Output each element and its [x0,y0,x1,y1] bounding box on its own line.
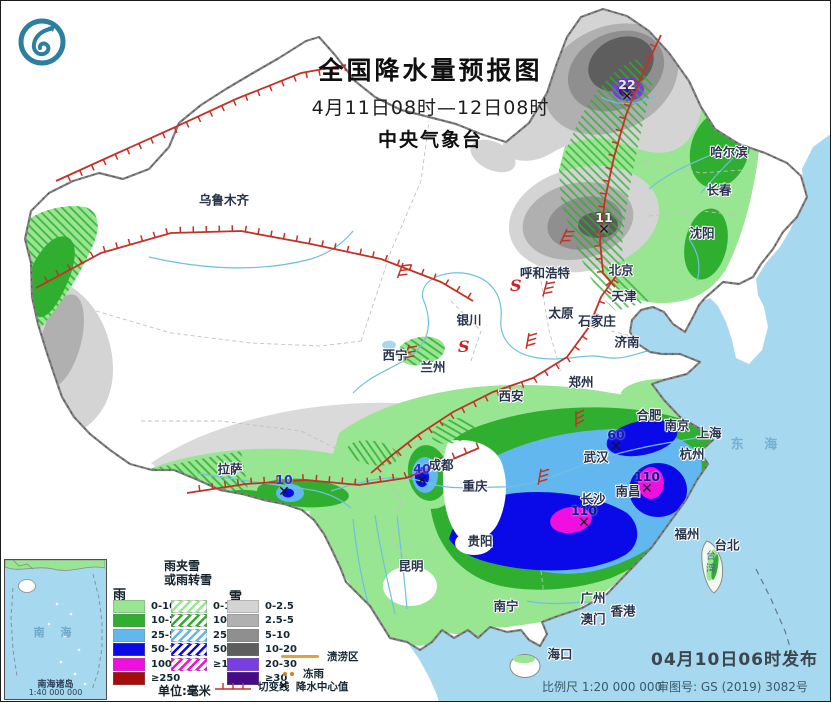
city-label: 贵阳 [467,533,493,549]
inset-sea-label: 南 海 [33,626,78,639]
city-label: 郑州 [568,374,594,390]
city-label: 乌鲁木齐 [198,192,250,208]
city-label: 海口 [547,646,573,662]
city-label: 北京 [608,262,634,278]
rivers [148,94,734,615]
svg-text:S: S [458,337,470,356]
precip-center-value: 11 [595,210,613,225]
city-label: 兰州 [420,359,446,375]
inset-map-graphic [4,559,106,691]
city-label: 济南 [614,334,640,350]
city-label: 西安 [498,388,524,404]
precip-center-value: 10 [275,472,293,487]
precip-center-x-icon: ✕ [578,515,590,531]
precip-center-x-icon: ✕ [641,481,653,497]
inset-scale-label: 1:40 000 000 [28,688,83,697]
city-label: 澳门 [580,611,606,627]
city-label: 石家庄 [578,313,616,329]
precip-center-x-icon: ✕ [416,473,428,489]
city-label: 南昌 [615,483,641,499]
city-label: 重庆 [462,478,488,494]
city-label: 台北 [714,537,740,553]
city-label: 银川 [456,312,482,328]
province-borders [95,120,757,612]
precip-center-x-icon: ✕ [610,439,622,455]
city-label: 成都 [428,457,454,473]
precip-center-x-icon: ✕ [598,222,610,238]
approval-number: 审图号: GS (2019) 3082号 [657,680,808,694]
city-label: 杭州 [679,446,705,462]
islands [509,540,724,678]
precip-center-value: 110 [633,469,661,484]
city-label: 香港 [610,603,636,619]
precip-center-value: 110 [570,503,598,518]
city-label: 南宁 [493,598,519,614]
shear-lines [35,34,662,494]
city-label: 沈阳 [689,225,715,241]
city-label: 上海 [696,425,722,441]
precip-center-value: 60 [607,427,625,442]
city-label: 西宁 [382,347,408,363]
issue-time: 04月10日06时发布 [651,650,818,670]
svg-text:S: S [510,276,522,295]
city-label: 南京 [664,417,690,433]
south-china-sea-inset: 南 海 南海诸岛 1:40 000 000 [4,559,107,700]
city-label: 福州 [674,526,700,542]
inset-islands-label: 南海诸岛 [37,680,74,690]
city-label: 武汉 [583,449,609,465]
wind-barb-symbols [396,228,585,485]
precipitation-layer [25,9,760,646]
city-label: 太原 [548,305,574,321]
vortex-symbols: S S [458,276,522,356]
precip-center-value: 22 [618,77,636,92]
city-label: 长春 [706,182,732,198]
city-label: 哈尔滨 [710,144,748,160]
sea-name-label: 东 海 [730,437,786,453]
city-label: 长沙 [580,491,606,507]
city-label: 昆明 [398,558,424,574]
sea-area [407,134,830,701]
maritime-boundary-dashes [755,568,796,664]
precip-center-value: 40 [413,461,431,476]
weather-service-logo-icon [18,18,66,66]
qinghai-lake [382,340,396,350]
city-label: 天津 [611,288,637,304]
city-label: 广州 [580,590,606,606]
map-scale: 比例尺 1:20 000 000 [542,680,663,694]
area-name-label: 台湾 [703,550,715,576]
precip-center-x-icon: ✕ [278,484,290,500]
city-label: 拉萨 [217,461,243,477]
city-label: 呼和浩特 [519,265,571,281]
city-label: 合肥 [636,407,662,423]
precip-center-x-icon: ✕ [621,89,633,105]
